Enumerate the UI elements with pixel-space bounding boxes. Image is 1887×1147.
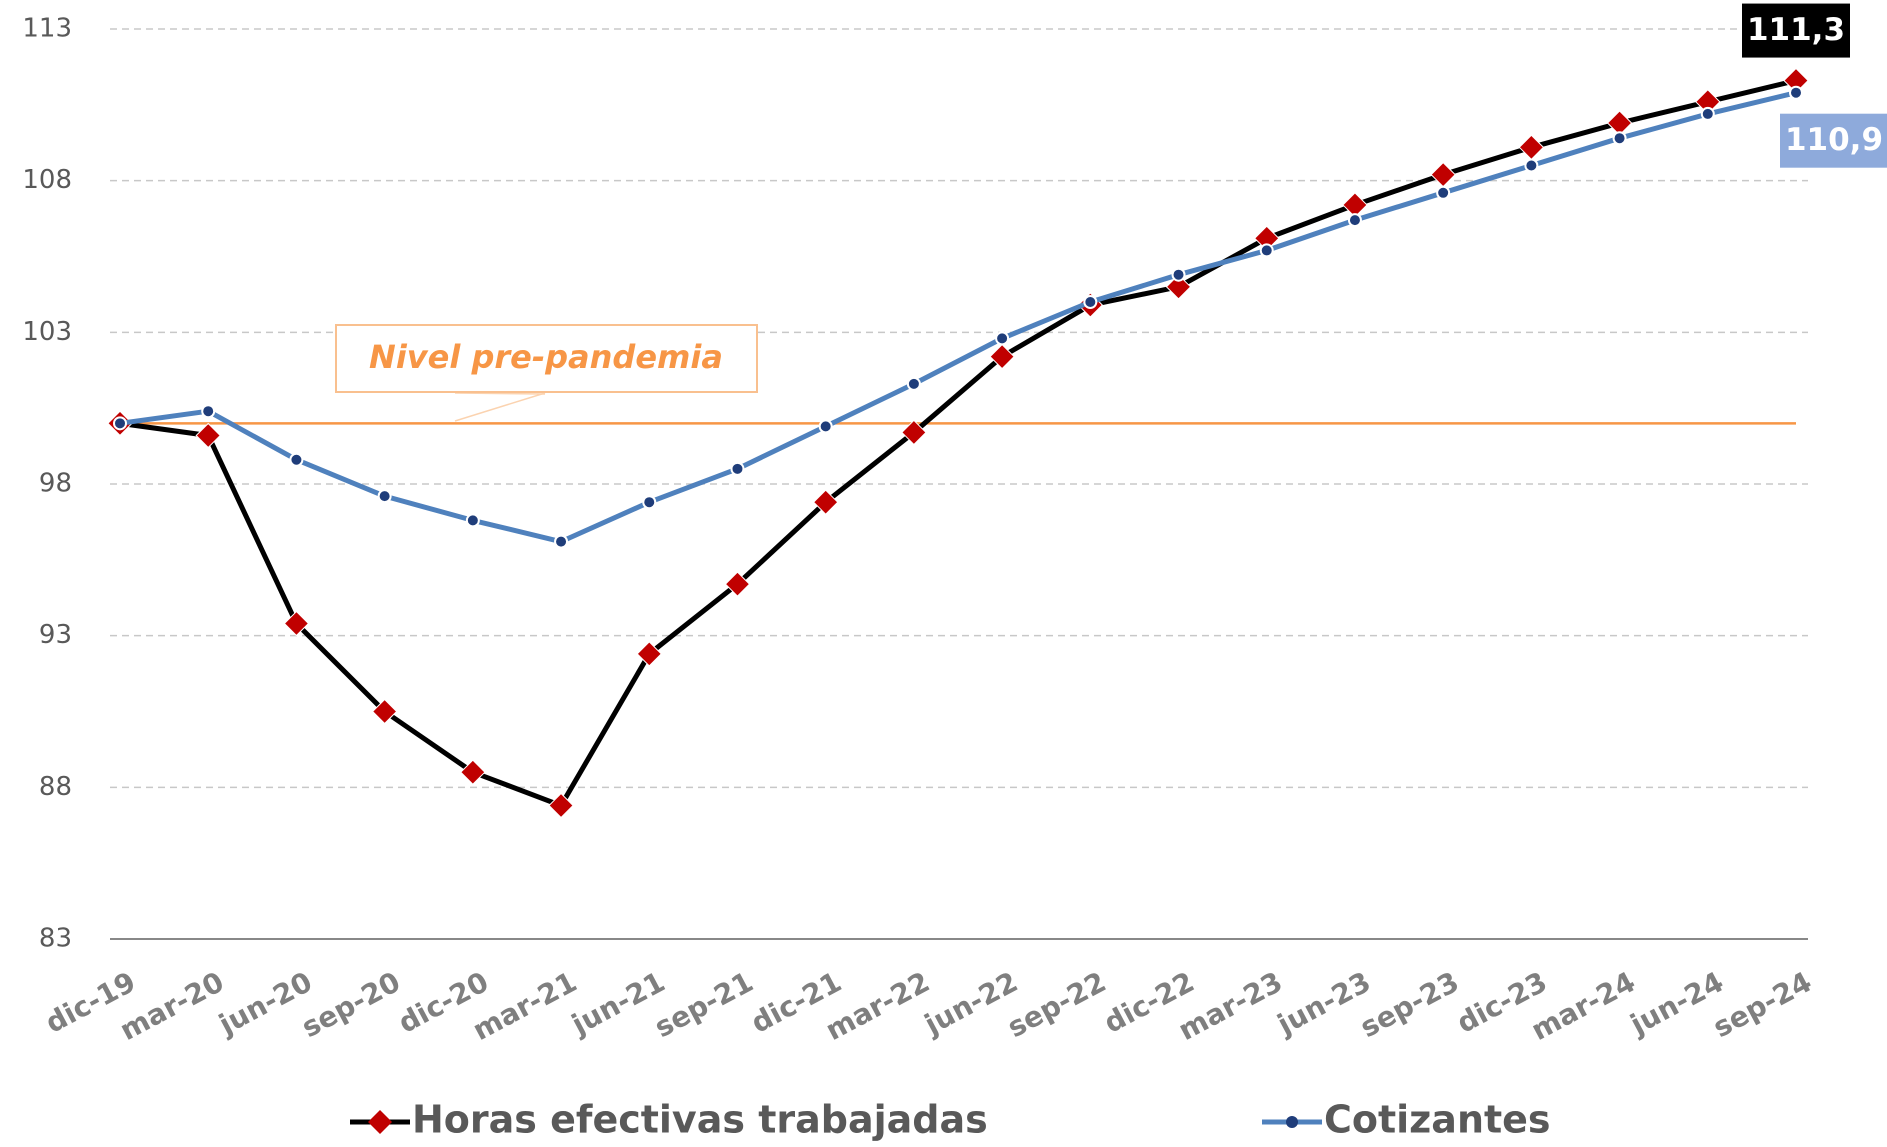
y-tick-label: 83 (39, 924, 72, 954)
y-tick-label: 88 (39, 772, 72, 802)
marker (289, 452, 304, 467)
annotation-leader (454, 392, 546, 395)
marker (201, 404, 216, 419)
marker (1430, 161, 1456, 188)
x-tick-label: jun-22 (918, 965, 1023, 1042)
marker (818, 419, 833, 434)
x-tick-label: jun-23 (1271, 965, 1376, 1042)
marker (113, 416, 127, 431)
marker (465, 513, 480, 528)
marker (989, 343, 1015, 370)
data-label: 111,3 (1747, 12, 1845, 48)
marker (636, 641, 662, 667)
marker (1171, 267, 1186, 282)
marker (724, 571, 751, 597)
data-label-box (1742, 3, 1850, 58)
x-tick-label: sep-21 (649, 965, 758, 1044)
legend-marker (1286, 1116, 1298, 1128)
x-tick-label: sep-20 (296, 965, 405, 1044)
marker (1436, 185, 1451, 200)
marker (371, 698, 398, 725)
y-tick-label: 113 (22, 14, 72, 44)
data-label: 110,9 (1785, 122, 1883, 158)
marker (554, 534, 569, 549)
x-tick-label: jun-24 (1624, 965, 1729, 1042)
x-tick-label: sep-24 (1708, 965, 1817, 1044)
x-tick-label: sep-23 (1355, 965, 1464, 1044)
marker (906, 376, 921, 391)
marker (195, 422, 221, 449)
marker (812, 489, 839, 515)
y-tick-label: 98 (39, 469, 72, 499)
marker (1518, 134, 1545, 161)
data-label-box (1780, 113, 1887, 168)
marker (377, 489, 392, 504)
marker (283, 610, 310, 637)
marker (642, 495, 657, 510)
marker (1789, 85, 1803, 100)
x-tick-label: sep-22 (1002, 965, 1111, 1044)
marker (1259, 243, 1274, 258)
annotation-box (335, 324, 758, 393)
y-tick-label: 108 (22, 165, 72, 195)
marker (1524, 158, 1539, 173)
marker (1083, 295, 1098, 309)
legend-marker (368, 1110, 392, 1134)
y-tick-label: 93 (39, 620, 72, 650)
series-line (119, 78, 1797, 809)
marker (1612, 131, 1627, 146)
annotation-label: Nivel pre-pandemia (369, 338, 723, 376)
x-tick-label: jun-20 (213, 965, 318, 1042)
legend-label: Cotizantes (1324, 1098, 1551, 1142)
y-tick-label: 103 (22, 317, 72, 347)
marker (730, 461, 745, 476)
series-line (119, 90, 1797, 545)
marker (995, 331, 1010, 346)
legend-label: Horas efectivas trabajadas (412, 1098, 988, 1142)
marker (1165, 274, 1192, 300)
annotation-leader (454, 392, 546, 422)
marker (1700, 106, 1715, 121)
marker (1347, 213, 1362, 228)
marker (548, 792, 574, 819)
marker (901, 419, 927, 446)
marker (460, 759, 486, 785)
x-tick-label: jun-21 (566, 965, 671, 1042)
